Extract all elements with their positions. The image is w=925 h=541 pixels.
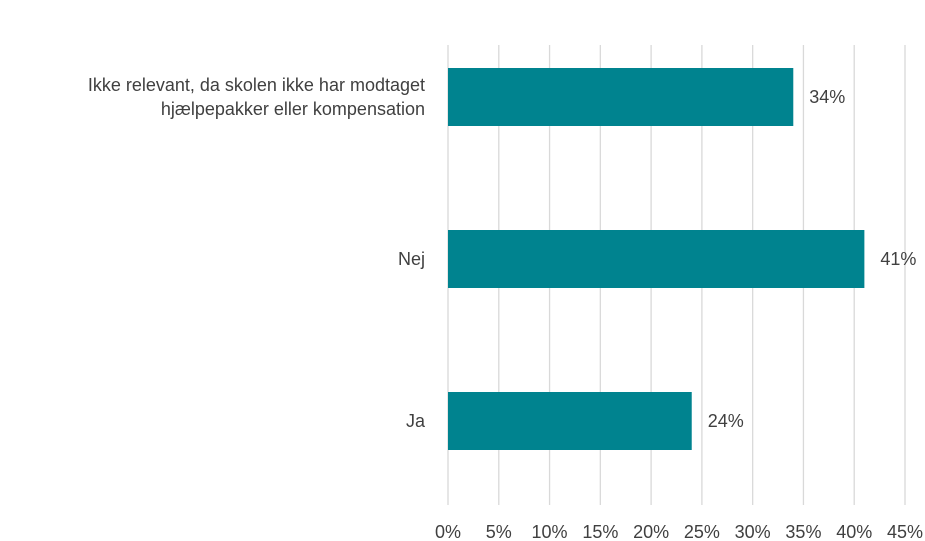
x-tick-label: 15% [582, 522, 618, 541]
bar [448, 230, 865, 288]
data-label: 41% [880, 249, 916, 269]
data-labels: 34% 41% 24% [708, 87, 917, 431]
x-tick-label: 10% [532, 522, 568, 541]
x-tick-label: 45% [887, 522, 923, 541]
x-tick-label: 35% [785, 522, 821, 541]
x-tick-label: 0% [435, 522, 461, 541]
category-label: Ja [406, 411, 426, 431]
data-label: 24% [708, 411, 744, 431]
data-label: 34% [809, 87, 845, 107]
x-tick-label: 40% [836, 522, 872, 541]
bar [448, 392, 692, 450]
category-label: Nej [398, 249, 425, 269]
x-tick-label: 30% [735, 522, 771, 541]
x-axis-tick-labels: 0% 5% 10% 15% 20% 25% 30% 35% 40% 45% [435, 522, 923, 541]
bars [448, 68, 865, 450]
x-tick-label: 20% [633, 522, 669, 541]
x-tick-label: 25% [684, 522, 720, 541]
x-tick-label: 5% [486, 522, 512, 541]
category-labels: Ikke relevant, da skolen ikke har modtag… [88, 75, 426, 431]
bar [448, 68, 794, 126]
category-label: Ikke relevant, da skolen ikke har modtag… [88, 75, 425, 119]
